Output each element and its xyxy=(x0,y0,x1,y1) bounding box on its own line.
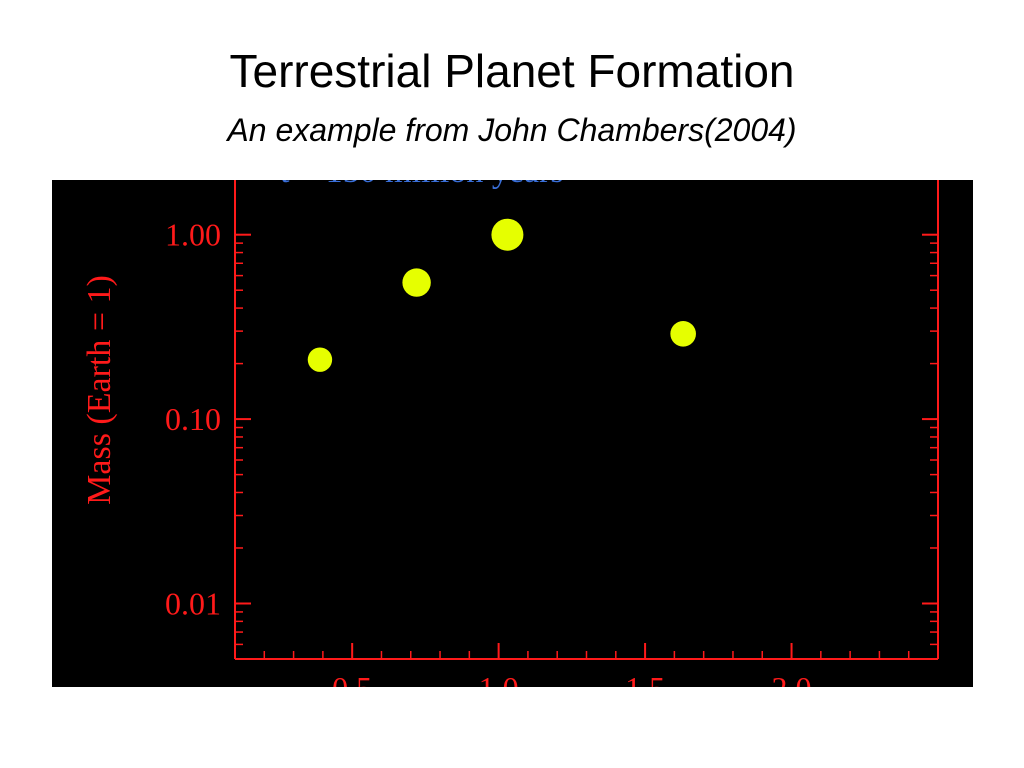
data-point xyxy=(402,268,431,297)
x-tick-label: 1.5 xyxy=(625,670,665,687)
y-tick-label: 0.10 xyxy=(165,401,221,437)
scatter-plot: t = 150 million years 0.01 0.10 1.00 0.5 1.0… xyxy=(52,180,973,687)
slide-title: Terrestrial Planet Formation xyxy=(229,45,795,97)
x-tick-label: 1.0 xyxy=(479,670,519,687)
axes: 0.01 0.10 1.00 0.5 1.0 1.5 2.0 xyxy=(165,180,939,687)
slide-subtitle: An example from John Chambers(2004) xyxy=(227,112,797,148)
y-tick-label: 0.01 xyxy=(165,585,221,621)
y-axis-label: Mass (Earth = 1) xyxy=(81,275,118,505)
data-point xyxy=(307,347,333,372)
chart-title: t = 150 million years xyxy=(280,180,564,190)
x-tick-label: 2.0 xyxy=(772,670,812,687)
y-tick-label: 1.00 xyxy=(165,217,221,253)
data-points xyxy=(307,218,696,372)
data-point xyxy=(491,218,524,251)
plot-background xyxy=(52,180,973,687)
data-point xyxy=(670,321,696,347)
x-tick-label: 0.5 xyxy=(332,670,372,687)
